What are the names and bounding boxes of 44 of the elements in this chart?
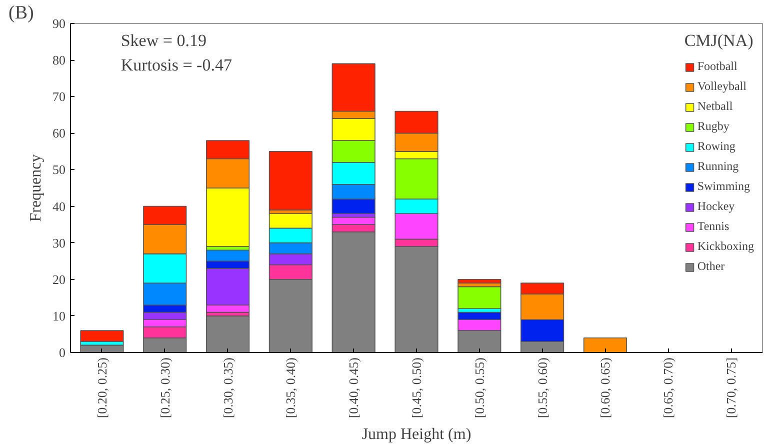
y-tick-label: 90	[52, 16, 66, 31]
legend-label: Hockey	[697, 199, 735, 214]
legend-title: CMJ(NA)	[684, 31, 754, 51]
y-tick-label: 60	[52, 126, 66, 141]
x-tick-label: [0.55, 0.60)	[534, 357, 550, 418]
legend-label: Other	[697, 259, 725, 274]
y-tick-label: 50	[52, 162, 66, 178]
y-tick-label: 10	[52, 308, 66, 324]
y-axis-title: Frequency	[28, 154, 44, 222]
legend-label: Swimming	[697, 179, 750, 194]
x-tick-label: [0.40, 0.45)	[346, 357, 362, 418]
legend-label: Kickboxing	[697, 239, 754, 254]
bar	[458, 278, 502, 284]
x-tick-label: [0.30, 0.35)	[220, 357, 236, 418]
legend-label: Rowing	[697, 139, 736, 154]
x-tick-label: [0.65, 0.70)	[660, 357, 676, 418]
bar	[206, 316, 250, 352]
y-tick-label: 40	[52, 198, 66, 214]
x-tick-label: [0.20, 0.25)	[94, 357, 110, 418]
x-tick-label: [0.50, 0.55)	[472, 357, 487, 418]
x-tick-label: [0.35, 0.40)	[283, 357, 298, 418]
x-tick-label: [0.25, 0.30)	[157, 357, 172, 418]
legend-label: Running	[697, 159, 739, 174]
x-tick-label: [0.45, 0.50)	[409, 357, 424, 418]
y-tick-label: 30	[52, 235, 66, 250]
bar	[458, 286, 502, 310]
y-tick-label: 70	[52, 89, 66, 104]
legend-label: Netball	[697, 99, 733, 114]
annotation: Kurtosis = -0.47	[120, 55, 232, 74]
y-tick-label: 0	[59, 345, 66, 360]
text: (B)	[8, 2, 34, 24]
bar	[583, 337, 628, 352]
bar	[268, 151, 312, 210]
legend-label: Volleyball	[697, 79, 746, 94]
x-tick-label: [0.70, 0.75]	[724, 357, 739, 418]
legend-label: Tennis	[697, 219, 730, 234]
x-tick-label: [0.60, 0.65)	[598, 357, 613, 418]
y-tick-label: 80	[52, 52, 66, 68]
bar	[80, 330, 124, 342]
x-axis-title: Jump Height (m)	[362, 426, 472, 444]
annotation: Skew = 0.19	[120, 30, 206, 50]
legend-label: Rugby	[697, 119, 730, 134]
y-tick-label: 20	[52, 272, 66, 287]
legend-label: Football	[697, 59, 738, 74]
